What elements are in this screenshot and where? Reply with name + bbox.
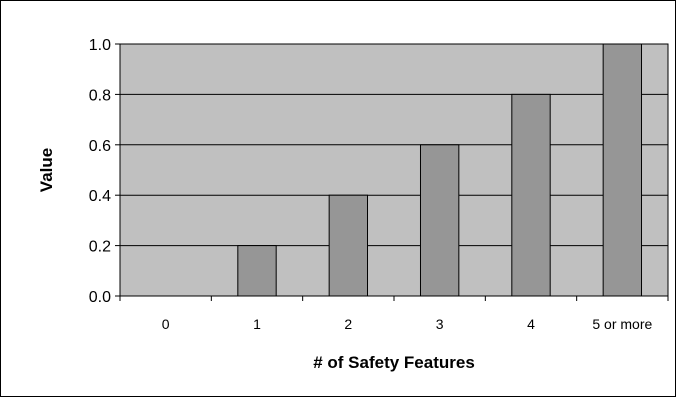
- y-tick-label-3: 0.6: [89, 138, 111, 155]
- y-tick-label-4: 0.8: [89, 87, 111, 104]
- y-tick-label-0: 0.0: [89, 289, 111, 306]
- bar-1: [237, 245, 277, 297]
- y-axis-title: Value: [37, 148, 56, 192]
- x-tick-label-1: 1: [253, 316, 261, 332]
- bar-3: [419, 144, 460, 297]
- bars: [237, 43, 643, 297]
- bar-4: [511, 93, 551, 297]
- y-tick-label-2: 0.4: [89, 188, 111, 205]
- x-tick-label-5: 5 or more: [592, 316, 652, 332]
- bar-2: [328, 194, 369, 297]
- y-tick-label-1: 0.2: [89, 239, 111, 256]
- bar-5: [602, 43, 643, 297]
- plot-area: [119, 43, 669, 297]
- y-axis: 0.0 0.2 0.4 0.6 0.8 1.0: [89, 37, 121, 306]
- x-tick-label-2: 2: [344, 316, 352, 332]
- y-tick-label-5: 1.0: [89, 37, 111, 54]
- x-tick-label-4: 4: [527, 316, 535, 332]
- gridlines: [120, 43, 668, 247]
- x-axis-title: # of Safety Features: [313, 353, 475, 372]
- x-axis: 0 1 2 3 4 5 or more: [119, 295, 669, 332]
- x-tick-label-3: 3: [436, 316, 444, 332]
- x-tick-label-0: 0: [162, 316, 170, 332]
